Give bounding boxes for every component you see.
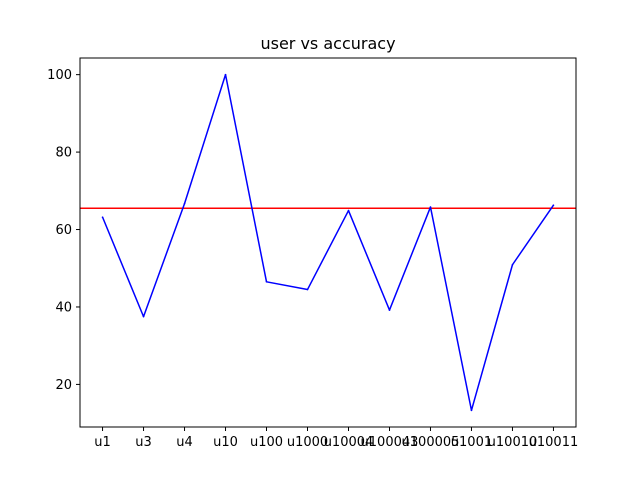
y-tick-label: 60: [55, 223, 72, 238]
x-tick-label: u1000: [287, 435, 328, 450]
data-point: [101, 216, 104, 218]
x-tick-label: u10: [213, 435, 238, 450]
x-tick-label: u100: [250, 435, 283, 450]
data-point: [552, 204, 555, 206]
x-tick-label: u10011: [529, 435, 579, 450]
chart-title: user vs accuracy: [260, 34, 395, 53]
x-tick-label: u1001: [451, 435, 492, 450]
x-tick-label: u3: [135, 435, 152, 450]
y-tick-label: 100: [47, 68, 72, 83]
x-tick-label: u1: [94, 435, 111, 450]
data-point: [183, 202, 186, 205]
series-layer: [101, 73, 555, 412]
x-tick-label: u4: [176, 435, 193, 450]
data-point: [142, 315, 145, 318]
y-tick-label: 80: [55, 146, 72, 161]
data-point: [347, 209, 350, 212]
data-point: [429, 206, 432, 208]
series-line: [101, 73, 555, 412]
data-point: [224, 73, 227, 76]
data-point: [511, 263, 514, 266]
y-tick-label: 40: [55, 300, 72, 315]
x-tick-label: u10010: [488, 435, 538, 450]
data-point: [306, 288, 309, 291]
data-point: [470, 409, 473, 412]
plot-frame: [79, 57, 577, 428]
x-tick-label: u10004: [324, 435, 374, 450]
y-tick-label: 20: [55, 378, 72, 393]
x-tick-label: u100043: [361, 435, 419, 450]
data-point: [388, 309, 391, 311]
x-tick-label: u100005: [402, 435, 460, 450]
data-point: [265, 281, 268, 283]
